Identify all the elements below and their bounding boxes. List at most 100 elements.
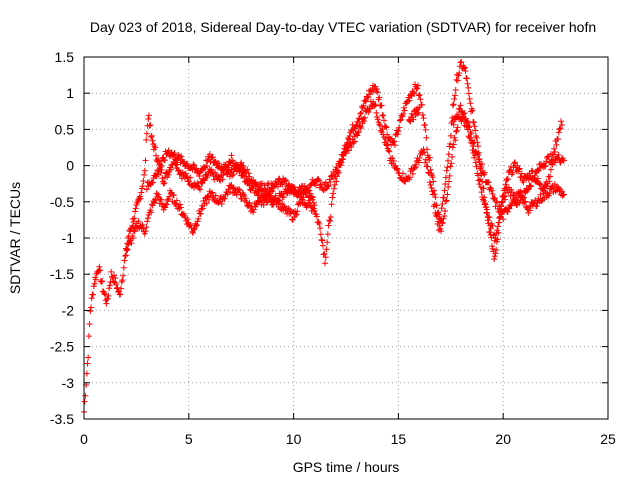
data-point xyxy=(88,295,95,302)
data-point xyxy=(318,236,325,243)
data-point xyxy=(184,216,191,223)
data-point xyxy=(310,179,317,186)
data-point xyxy=(147,122,154,129)
data-point xyxy=(415,82,422,89)
data-point xyxy=(108,268,115,275)
data-point xyxy=(473,163,480,170)
data-point xyxy=(475,177,482,184)
data-point xyxy=(158,196,165,203)
data-point xyxy=(106,285,113,292)
data-point xyxy=(250,206,257,213)
data-point xyxy=(483,206,490,213)
data-point xyxy=(386,148,393,155)
data-point xyxy=(412,163,419,170)
data-point xyxy=(528,183,535,190)
data-point xyxy=(236,187,243,194)
data-point xyxy=(558,118,565,125)
data-point xyxy=(159,175,166,182)
data-point xyxy=(195,215,202,222)
data-point xyxy=(178,153,185,160)
data-point xyxy=(176,205,183,212)
data-point xyxy=(322,186,329,193)
x-tick-label: 5 xyxy=(185,431,193,447)
data-point xyxy=(415,159,422,166)
data-point xyxy=(559,192,566,199)
data-point xyxy=(491,194,498,201)
tick-labels: -3.5 -3 -2.5 -2 -1.5 -1 -0.5 0 0.5 1 1.5 0 5 10 15 20 25 xyxy=(50,49,616,447)
data-point xyxy=(298,194,305,201)
data-point xyxy=(203,162,210,169)
data-point xyxy=(558,188,565,195)
data-point xyxy=(551,145,558,152)
data-point xyxy=(247,203,254,210)
data-point xyxy=(226,188,233,195)
data-point xyxy=(473,134,480,141)
data-point xyxy=(229,157,236,164)
data-point xyxy=(544,183,551,190)
data-point xyxy=(475,172,482,179)
x-tick-label: 25 xyxy=(600,431,616,447)
data-point xyxy=(155,171,162,178)
data-point xyxy=(103,300,110,307)
data-point xyxy=(161,180,168,187)
data-point xyxy=(442,181,449,188)
data-point xyxy=(378,102,385,109)
data-point xyxy=(120,272,127,279)
data-point xyxy=(440,194,447,201)
data-point xyxy=(199,205,206,212)
data-point xyxy=(464,80,471,87)
data-point xyxy=(383,124,390,131)
data-point xyxy=(190,226,197,233)
data-point xyxy=(218,201,225,208)
data-point xyxy=(177,204,184,211)
data-point xyxy=(289,216,296,223)
data-point xyxy=(517,188,524,195)
data-point xyxy=(282,176,289,183)
data-point xyxy=(528,167,535,174)
data-point xyxy=(457,102,464,109)
data-point xyxy=(120,264,127,271)
data-point xyxy=(449,144,456,151)
data-point xyxy=(85,354,92,361)
y-tick-label: 1.5 xyxy=(55,49,75,65)
data-point xyxy=(112,275,119,282)
data-point xyxy=(144,218,151,225)
data-point xyxy=(144,215,151,222)
data-point xyxy=(489,222,496,229)
data-point xyxy=(193,165,200,172)
data-point xyxy=(286,183,293,190)
axis-ticks xyxy=(83,56,609,420)
data-point xyxy=(293,211,300,218)
data-point xyxy=(228,152,235,159)
data-point xyxy=(477,165,484,172)
data-point xyxy=(358,124,365,131)
data-point xyxy=(204,157,211,164)
data-point xyxy=(106,282,113,289)
data-point xyxy=(463,75,470,82)
data-point xyxy=(165,171,172,178)
data-point xyxy=(190,161,197,168)
data-point xyxy=(101,291,108,298)
data-point xyxy=(295,190,302,197)
data-point xyxy=(452,137,459,144)
data-point xyxy=(353,122,360,129)
data-point xyxy=(258,185,265,192)
data-point xyxy=(240,163,247,170)
data-point xyxy=(450,101,457,108)
data-point xyxy=(477,184,484,191)
data-point xyxy=(514,197,521,204)
x-tick-label: 0 xyxy=(80,431,88,447)
data-point xyxy=(348,140,355,147)
data-point xyxy=(327,217,334,224)
data-point xyxy=(416,154,423,161)
data-point xyxy=(518,170,525,177)
data-point xyxy=(451,95,458,102)
data-point xyxy=(398,112,405,119)
data-point xyxy=(129,235,136,242)
data-point xyxy=(422,126,429,133)
y-tick-label: 1 xyxy=(66,85,74,101)
data-point xyxy=(340,156,347,163)
data-point xyxy=(527,182,534,189)
data-point xyxy=(454,77,461,84)
